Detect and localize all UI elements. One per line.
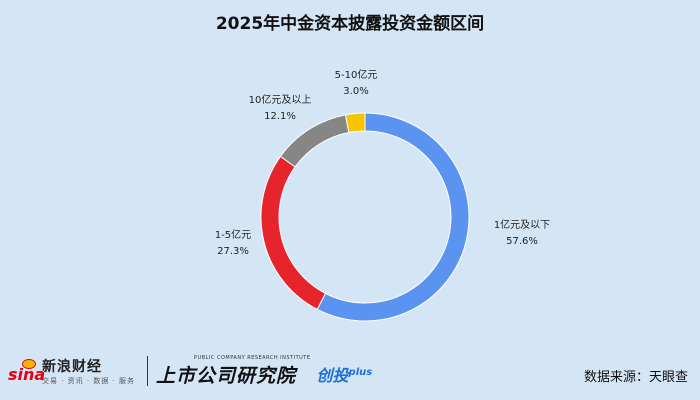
slice-category-label: 1亿元及以下 <box>494 218 550 231</box>
slice-category-label: 5-10亿元 <box>335 68 378 81</box>
slice-5-10yi <box>344 112 366 134</box>
institute-english: PUBLIC COMPANY RESEARCH INSTITUTE <box>194 354 311 361</box>
slice-category-label: 10亿元及以上 <box>249 93 312 106</box>
sina-name: 新浪财经 <box>42 359 102 375</box>
chart-title: 2025年中金资本披露投资金额区间 <box>215 14 485 34</box>
slice-category-label: 1-5亿元 <box>215 228 251 241</box>
chuangtou-plus-logo: 创投 plus <box>317 362 373 386</box>
sina-subtitle: 交易 · 资讯 · 数据 · 服务 <box>42 377 136 385</box>
footer-logos: sina 新浪财经 交易 · 资讯 · 数据 · 服务 PUBLIC COMPA… <box>8 354 372 388</box>
slice-10yi-above <box>279 114 350 168</box>
slice-value-label: 12.1% <box>264 111 296 122</box>
sina-eye-icon: sina <box>8 359 45 383</box>
sina-finance-logo: sina 新浪财经 交易 · 资讯 · 数据 · 服务 <box>8 356 135 386</box>
slice-value-label: 3.0% <box>343 86 368 97</box>
footer-divider <box>147 356 149 386</box>
institute-logo: PUBLIC COMPANY RESEARCH INSTITUTE 上市公司研究… <box>156 355 310 388</box>
slice-1-5yi <box>260 155 327 311</box>
chuangtou-plus-text: plus <box>348 367 373 378</box>
data-source: 数据来源：天眼查 <box>583 370 688 385</box>
chuangtou-text: 创投 <box>316 366 349 385</box>
slice-1yi-below <box>316 112 470 322</box>
slice-value-label: 57.6% <box>506 236 538 247</box>
institute-name: 上市公司研究院 <box>156 364 297 387</box>
slice-value-label: 27.3% <box>217 246 249 257</box>
